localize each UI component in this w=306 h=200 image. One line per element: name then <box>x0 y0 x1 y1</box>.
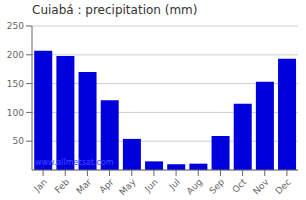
svg-text:200: 200 <box>8 50 24 60</box>
svg-text:Feb: Feb <box>53 177 72 196</box>
svg-text:Nov: Nov <box>251 176 271 196</box>
svg-text:Jun: Jun <box>142 177 160 195</box>
svg-text:50: 50 <box>13 136 25 146</box>
html-text:www.allmetsat.com: www.allmetsat.com <box>35 158 114 167</box>
svg-text:Jul: Jul <box>167 177 182 192</box>
svg-text:Oct: Oct <box>230 177 248 195</box>
svg-text:Mar: Mar <box>74 177 93 196</box>
svg-text:100: 100 <box>8 108 24 118</box>
svg-text:150: 150 <box>8 79 24 89</box>
svg-text:May: May <box>117 176 138 197</box>
svg-text:Jan: Jan <box>31 177 49 195</box>
svg-text:250: 250 <box>8 21 24 31</box>
svg-text:Apr: Apr <box>97 177 115 195</box>
svg-text:Dec: Dec <box>273 177 292 196</box>
svg-text:Aug: Aug <box>185 177 205 197</box>
html-text:Cuiabá : precipitation (mm): Cuiabá : precipitation (mm) <box>32 3 198 17</box>
svg-text:Sep: Sep <box>207 177 226 196</box>
